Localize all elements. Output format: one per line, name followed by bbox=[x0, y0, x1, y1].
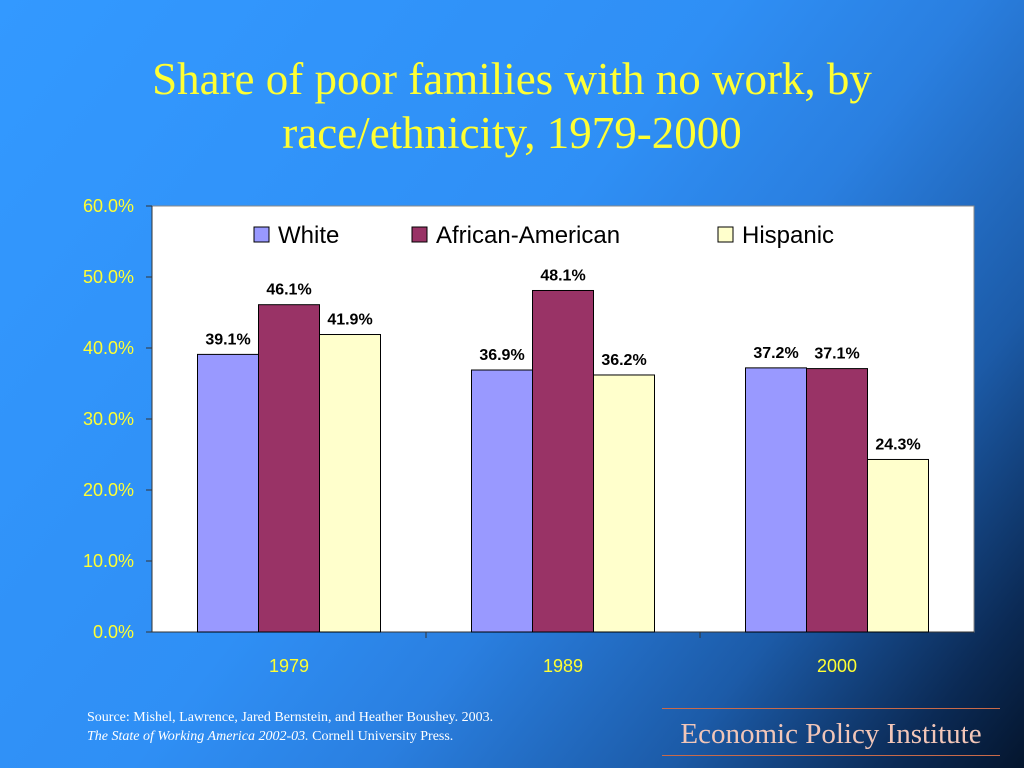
data-label: 36.2% bbox=[601, 352, 646, 369]
x-tick-label: 2000 bbox=[817, 656, 857, 676]
bar-african-american-2000 bbox=[806, 368, 868, 633]
y-tick-label: 10.0% bbox=[83, 551, 134, 571]
legend-label: African-American bbox=[436, 222, 620, 249]
bar-african-american-1979 bbox=[258, 304, 320, 633]
legend-swatch bbox=[253, 226, 270, 243]
legend-label: Hispanic bbox=[742, 222, 834, 249]
bar-hispanic-2000 bbox=[867, 458, 929, 633]
data-label: 37.1% bbox=[814, 346, 859, 363]
x-tick-label: 1989 bbox=[543, 656, 583, 676]
data-label: 41.9% bbox=[327, 312, 372, 329]
data-label: 46.1% bbox=[266, 282, 311, 299]
bar-hispanic-1989 bbox=[593, 374, 655, 633]
data-label: 36.9% bbox=[479, 347, 524, 364]
legend-label: White bbox=[278, 222, 339, 249]
source-book-title: The State of Working America 2002-03. bbox=[87, 729, 309, 744]
y-tick-label: 20.0% bbox=[83, 480, 134, 500]
data-label: 37.2% bbox=[753, 345, 798, 362]
brand-rule-top bbox=[662, 708, 1000, 709]
source-citation: Source: Mishel, Lawrence, Jared Bernstei… bbox=[87, 708, 493, 746]
bars: 39.1% 46.1% 41.9% 36.9% 48.1% 36.2% 37.2% 37.1%… bbox=[197, 267, 929, 633]
legend: White African-American Hispanic bbox=[253, 222, 834, 249]
y-tick-label: 60.0% bbox=[83, 196, 134, 216]
data-label: 48.1% bbox=[540, 267, 585, 284]
bar-white-1989 bbox=[471, 369, 533, 633]
bar-white-1979 bbox=[197, 353, 259, 633]
brand-logo: Economic Policy Institute bbox=[680, 718, 982, 750]
y-tick-label: 0.0% bbox=[93, 622, 134, 642]
legend-swatch bbox=[717, 226, 734, 243]
data-label: 39.1% bbox=[205, 331, 250, 348]
slide-title: Share of poor families with no work, by … bbox=[152, 54, 872, 158]
bar-white-2000 bbox=[745, 367, 807, 633]
data-label: 24.3% bbox=[875, 436, 920, 453]
y-tick-label: 40.0% bbox=[83, 338, 134, 358]
y-tick-label: 50.0% bbox=[83, 267, 134, 287]
source-line-1: Source: Mishel, Lawrence, Jared Bernstei… bbox=[87, 710, 494, 725]
bar-hispanic-1979 bbox=[319, 334, 381, 633]
source-line-2: The State of Working America 2002-03. Co… bbox=[87, 727, 493, 746]
brand-rule-bottom bbox=[662, 755, 1000, 756]
x-tick-label: 1979 bbox=[269, 656, 309, 676]
bar-african-american-1989 bbox=[532, 289, 594, 633]
legend-swatch bbox=[411, 226, 428, 243]
y-tick-label: 30.0% bbox=[83, 409, 134, 429]
source-publisher: Cornell University Press. bbox=[308, 729, 454, 744]
